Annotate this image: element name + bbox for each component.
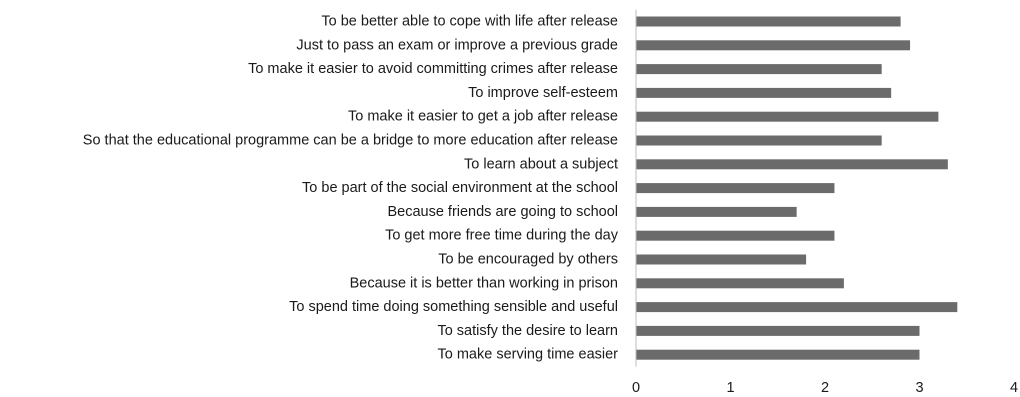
bar [636, 302, 958, 313]
bar [636, 64, 882, 75]
x-tick-label: 3 [915, 380, 923, 396]
x-tick-label: 2 [821, 380, 829, 396]
category-label: Because friends are going to school [387, 204, 618, 220]
bars [636, 16, 958, 360]
x-tick-labels: 0 1 2 3 4 [632, 380, 1018, 396]
bar [636, 16, 901, 27]
bar [636, 87, 892, 98]
category-label: To be encouraged by others [438, 252, 618, 268]
category-label: To improve self-esteem [468, 85, 618, 101]
x-tick-label: 0 [632, 380, 640, 396]
x-tick-label: 1 [726, 380, 734, 396]
bar [636, 159, 948, 170]
bar [636, 111, 939, 122]
category-label: To spend time doing something sensible a… [289, 299, 618, 315]
category-label: To make it easier to get a job after rel… [348, 109, 618, 125]
category-label: So that the educational programme can be… [83, 133, 618, 149]
bar [636, 349, 920, 360]
category-label: To satisfy the desire to learn [437, 323, 618, 339]
bar [636, 254, 807, 265]
category-label: Just to pass an exam or improve a previo… [296, 37, 618, 53]
category-label: To learn about a subject [464, 156, 618, 172]
x-tick-label: 4 [1010, 380, 1018, 396]
bar [636, 183, 835, 194]
bar [636, 40, 911, 51]
category-label: To be part of the social environment at … [302, 180, 618, 196]
category-labels: To be better able to cope with life afte… [83, 14, 619, 363]
category-label: Because it is better than working in pri… [350, 275, 618, 291]
category-label: To make serving time easier [437, 347, 618, 363]
bar [636, 278, 844, 289]
category-label: To make it easier to avoid committing cr… [248, 61, 618, 77]
bar [636, 325, 920, 336]
category-label: To get more free time during the day [385, 228, 619, 244]
bar [636, 206, 797, 217]
bar [636, 230, 835, 241]
category-label: To be better able to cope with life afte… [321, 14, 618, 30]
bar [636, 135, 882, 146]
